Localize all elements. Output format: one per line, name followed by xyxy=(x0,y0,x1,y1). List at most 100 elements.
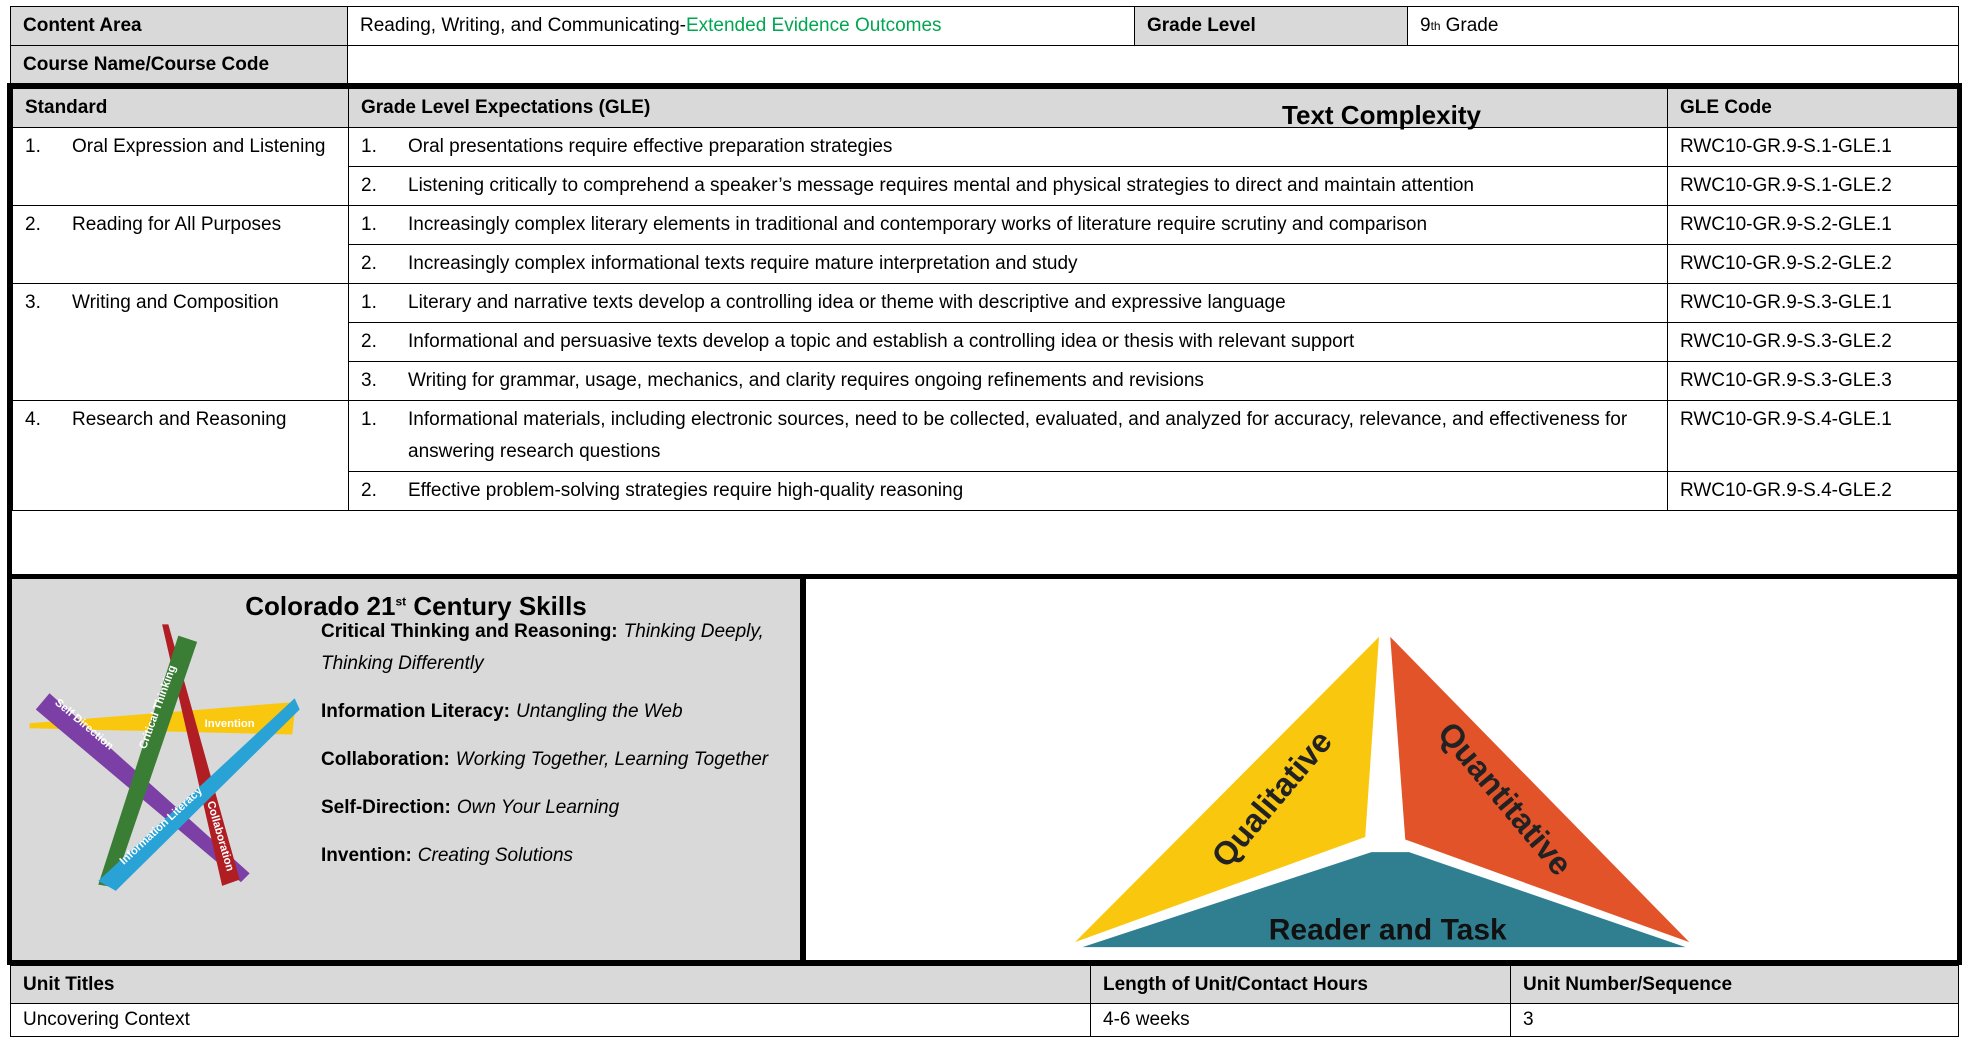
gle-number: 2. xyxy=(361,331,377,352)
grade-number: 9 xyxy=(1420,15,1431,36)
standard-name: Writing and Composition xyxy=(72,292,279,313)
gle-number: 2. xyxy=(361,175,377,196)
gle-code: RWC10-GR.9-S.1-GLE.1 xyxy=(1667,127,1958,167)
complexity-title: Text Complexity xyxy=(1282,100,1481,130)
gle-row: 3. Writing for grammar, usage, mechanics,… xyxy=(13,361,1958,401)
triangle-part xyxy=(1074,636,1379,943)
gle-row: 2. Reading for All Purposes 1. Increasingly… xyxy=(12,205,1958,284)
gle-row: 2. Increasingly complex informational tex… xyxy=(13,244,1958,284)
value-cell xyxy=(347,45,1959,84)
standards-section: Standard Grade Level Expectations (GLE) GL… xyxy=(7,83,1962,965)
skill-text: Thinking Deeply, Thinking Differently xyxy=(321,621,764,674)
gle: 1. Informational materials, including ele… xyxy=(361,404,1655,468)
gle-cell: 1. Informational materials, including ele… xyxy=(348,400,1668,472)
gle-cell: 1. Increasingly complex literary elements… xyxy=(348,205,1668,245)
gle-number: 1. xyxy=(361,136,377,157)
gle-row: 3. Writing and Composition 1. Literary and … xyxy=(12,283,1958,401)
gle-text: Listening critically to comprehend a spe… xyxy=(408,175,1474,196)
content-area: Reading, Writing, and Communicating- xyxy=(360,15,686,36)
standard: 3. Writing and Composition xyxy=(25,287,336,319)
gle: 2. Listening critically to comprehend a s… xyxy=(361,170,1655,202)
gle-code: RWC10-GR.9-S.4-GLE.1 xyxy=(1667,400,1958,472)
grade-suffix: Grade xyxy=(1445,15,1499,36)
label: Course Name/Course Code xyxy=(23,53,270,75)
value: 4-6 weeks xyxy=(1103,1009,1190,1030)
standard-number: 1. xyxy=(25,136,41,157)
skill-item: Invention: Creating Solutions xyxy=(321,840,796,872)
header-cell: Unit Number/Sequence xyxy=(1510,965,1959,1004)
title-sup: st xyxy=(395,594,407,609)
skill-label: Invention: xyxy=(321,845,412,866)
ribbon-label: Invention xyxy=(205,718,255,730)
gle-text: Oral presentations require effective pre… xyxy=(408,136,893,157)
skill-text: Creating Solutions xyxy=(417,845,574,866)
gle-text: Increasingly complex informational texts… xyxy=(408,253,1078,274)
gle-text: Informational materials, including elect… xyxy=(408,409,1628,462)
gle-number: 2. xyxy=(361,253,377,274)
complexity-triangle: Qualitative Quantitative Reader and Task xyxy=(1074,636,1690,948)
skill-text: Own Your Learning xyxy=(456,797,620,818)
header-row: Standard Grade Level Expectations (GLE) GL… xyxy=(12,88,1958,128)
label: Grade Level xyxy=(1147,15,1256,36)
header-cell: Standard xyxy=(12,88,349,128)
skills-title: Colorado 21st Century Skills xyxy=(12,591,820,622)
gle-cell: 1. Oral presentations require effective p… xyxy=(348,127,1668,167)
standard: 4. Research and Reasoning xyxy=(25,404,336,436)
header: Unit Number/Sequence xyxy=(1523,973,1733,995)
gle-cell: 2. Increasingly complex informational tex… xyxy=(348,244,1668,284)
gle-text: Informational and persuasive texts devel… xyxy=(408,331,1355,352)
standards-table: Standard Grade Level Expectations (GLE) GL… xyxy=(12,88,1958,511)
skill-item: Critical Thinking and Reasoning: Thinking… xyxy=(321,616,796,680)
gle-code: RWC10-GR.9-S.2-GLE.1 xyxy=(1667,205,1958,245)
gle-code: RWC10-GR.9-S.2-GLE.2 xyxy=(1667,244,1958,284)
skill-label: Critical Thinking and Reasoning: xyxy=(321,621,618,642)
value-cell: Uncovering Context xyxy=(10,1003,1091,1037)
standard-cell: 2. Reading for All Purposes xyxy=(12,205,349,284)
header: Unit Titles xyxy=(23,973,115,995)
gle-cell: 3. Writing for grammar, usage, mechanics,… xyxy=(348,361,1668,401)
ribbon xyxy=(98,698,300,891)
value: Uncovering Context xyxy=(23,1009,190,1030)
gle-row: 4. Research and Reasoning 1. Informational … xyxy=(12,400,1958,511)
gle: 2. Effective problem-solving strategies r… xyxy=(361,475,1655,507)
ribbon xyxy=(162,624,240,886)
gle-text: Increasingly complex literary elements i… xyxy=(408,214,1428,235)
gle: 1. Literary and narrative texts develop a… xyxy=(361,287,1655,319)
standard: 1. Oral Expression and Listening xyxy=(25,131,336,163)
grade-sup: th xyxy=(1430,19,1441,33)
label-cell: Course Name/Course Code xyxy=(10,45,348,84)
gle-code: RWC10-GR.9-S.1-GLE.2 xyxy=(1667,166,1958,206)
gle-row: 2. Informational and persuasive texts dev… xyxy=(13,322,1958,362)
gle-cell: 2. Effective problem-solving strategies r… xyxy=(348,471,1668,511)
separator xyxy=(12,574,1957,579)
gle-number: 1. xyxy=(361,409,377,430)
triangle-part xyxy=(1390,636,1690,943)
skill-text: Untangling the Web xyxy=(515,701,683,722)
gle-code: RWC10-GR.9-S.4-GLE.2 xyxy=(1667,471,1958,511)
ribbon xyxy=(98,635,198,888)
standard-name: Oral Expression and Listening xyxy=(72,136,326,157)
value-cell: 4-6 weeks xyxy=(1090,1003,1511,1037)
skills-list: Critical Thinking and Reasoning: Thinking… xyxy=(321,616,796,888)
header-cell: Unit Titles xyxy=(10,965,1091,1004)
gle-number: 1. xyxy=(361,214,377,235)
standard-cell: 1. Oral Expression and Listening xyxy=(12,127,349,206)
skill-label: Information Literacy: xyxy=(321,701,510,722)
standard-cell: 4. Research and Reasoning xyxy=(12,400,349,511)
gle-cell: 2. Informational and persuasive texts dev… xyxy=(348,322,1668,362)
triangle-label: Reader and Task xyxy=(1269,914,1507,947)
gle-cell: 2. Listening critically to comprehend a s… xyxy=(348,166,1668,206)
title-suffix: Century Skills xyxy=(413,591,587,621)
skills-star: Self Direction Critical Thinking Inventi… xyxy=(29,624,300,891)
standard-cell: 3. Writing and Composition xyxy=(12,283,349,401)
gle-code: RWC10-GR.9-S.3-GLE.3 xyxy=(1667,361,1958,401)
gle-row: 2. Listening critically to comprehend a s… xyxy=(13,166,1958,206)
gle: 1. Oral presentations require effective p… xyxy=(361,131,1655,163)
content-area-highlight: Extended Evidence Outcomes xyxy=(685,15,942,36)
label-cell: Content Area xyxy=(10,6,348,46)
value-cell: Reading, Writing, and Communicating- Exte… xyxy=(347,6,1135,46)
standard-number: 3. xyxy=(25,292,41,313)
gle-text: Writing for grammar, usage, mechanics, a… xyxy=(408,370,1204,391)
